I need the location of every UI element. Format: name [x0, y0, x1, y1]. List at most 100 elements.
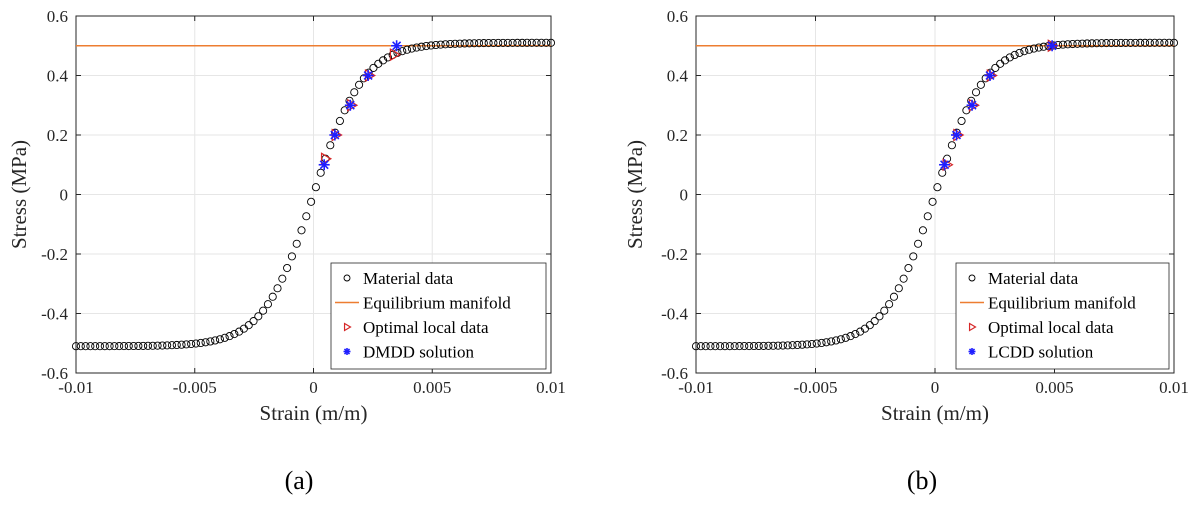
material-data-point: [865, 321, 874, 330]
material-data-point: [735, 342, 744, 351]
material-data-point: [957, 116, 966, 126]
material-data-point: [889, 292, 899, 301]
solution-point: [1046, 40, 1058, 52]
material-data-point: [513, 38, 522, 47]
material-data-point: [730, 342, 739, 351]
material-data-point: [508, 38, 517, 47]
material-data-point: [822, 338, 831, 347]
y-tick-label: 0.6: [47, 7, 68, 26]
material-data-point: [489, 38, 498, 48]
material-data-point: [278, 274, 287, 283]
material-data-point: [875, 312, 884, 321]
material-data-point: [91, 342, 100, 351]
x-tick-label: -0.005: [794, 378, 838, 397]
material-data-point: [522, 38, 532, 47]
caption-b: (b): [906, 466, 938, 495]
material-data-point: [110, 342, 119, 351]
material-data-point: [263, 300, 272, 309]
x-tick-label: 0.005: [1035, 378, 1073, 397]
material-data-point: [124, 341, 133, 351]
material-data-point: [302, 212, 311, 221]
material-data-point: [527, 38, 536, 47]
legend-label: Material data: [988, 269, 1079, 288]
x-tick-label: -0.005: [173, 378, 217, 397]
material-data-point: [441, 40, 450, 49]
material-data-point: [1005, 53, 1014, 62]
material-data-point: [546, 38, 556, 47]
solution-point: [391, 40, 403, 52]
material-data-point: [143, 341, 153, 350]
material-data-point: [1150, 38, 1159, 47]
material-data-point: [297, 226, 306, 235]
material-data-point: [249, 317, 258, 326]
x-tick-label: 0.005: [413, 378, 451, 397]
solution-point: [362, 70, 374, 81]
material-data-point: [479, 39, 488, 48]
material-data-point: [1155, 38, 1164, 47]
material-data-point: [244, 321, 253, 330]
material-data-point: [720, 342, 730, 351]
material-data-point: [215, 335, 224, 344]
y-tick-label: -0.6: [41, 364, 68, 383]
legend: Material data Equilibrium manifold Optimal…: [955, 262, 1170, 370]
material-data-point: [1116, 38, 1125, 48]
material-data-point: [928, 197, 937, 206]
material-data-point: [817, 338, 826, 348]
material-data-point: [1169, 38, 1179, 47]
material-data-point: [177, 340, 186, 349]
material-data-point: [716, 342, 725, 351]
material-data-point: [436, 40, 445, 49]
material-data-point: [350, 88, 359, 97]
material-data-point: [740, 342, 749, 351]
solution-point-stroke: [985, 70, 995, 81]
legend-label: Equilibrium manifold: [363, 294, 511, 313]
material-data-point: [1131, 38, 1140, 47]
chart-panel-a: -0.01 -0.005 0 0.005 0.01 -0.6 -0.4 -0.2 0 0.2 0.4…: [0, 0, 598, 506]
x-tick-label: -0.01: [678, 378, 713, 397]
material-data-point: [460, 39, 469, 48]
material-data-point: [407, 44, 416, 53]
legend-optimal-marker: [968, 322, 977, 332]
y-tick-label: -0.2: [41, 245, 68, 264]
material-data-point: [1000, 56, 1010, 65]
material-data-point: [196, 338, 205, 348]
material-data-point: [701, 342, 710, 351]
x-tick-label: 0.01: [536, 378, 566, 397]
material-data-point: [470, 39, 479, 48]
material-data-point: [1025, 45, 1034, 54]
material-data-point: [139, 341, 148, 350]
y-axis-title: Stress (MPa): [623, 140, 647, 249]
material-data-point: [885, 300, 894, 309]
material-data-point: [225, 332, 234, 341]
material-data-point: [933, 183, 942, 192]
solution-point-stroke: [940, 160, 950, 170]
material-data-point: [167, 341, 177, 350]
solution-point: [939, 159, 951, 171]
material-data-point: [1029, 44, 1039, 53]
y-tick-label: 0.2: [667, 126, 688, 145]
material-data-point: [1073, 39, 1082, 48]
y-tick-label: 0: [680, 186, 689, 205]
material-data-point: [856, 327, 865, 336]
material-data-point: [446, 39, 455, 49]
x-tick-label: 0.01: [1159, 378, 1189, 397]
material-data-point: [971, 88, 981, 97]
material-data-point: [899, 274, 908, 283]
material-data-point: [1121, 38, 1130, 47]
material-data-point: [812, 339, 821, 348]
material-data-point: [1083, 39, 1092, 48]
x-axis-title: Strain (m/m): [881, 401, 989, 425]
solution-point: [984, 70, 996, 81]
y-tick-label: 0: [60, 186, 69, 205]
legend-label: Equilibrium manifold: [988, 294, 1136, 313]
material-data-point: [1126, 38, 1135, 47]
material-data-point: [870, 317, 879, 326]
material-data-point: [914, 239, 923, 248]
legend-solution-marker: [343, 348, 351, 355]
material-data-point: [532, 38, 541, 47]
material-data-point: [450, 39, 460, 48]
material-data-point: [537, 38, 546, 47]
material-data-point: [100, 342, 109, 351]
material-data-point: [706, 342, 715, 351]
material-data-point: [211, 336, 220, 345]
